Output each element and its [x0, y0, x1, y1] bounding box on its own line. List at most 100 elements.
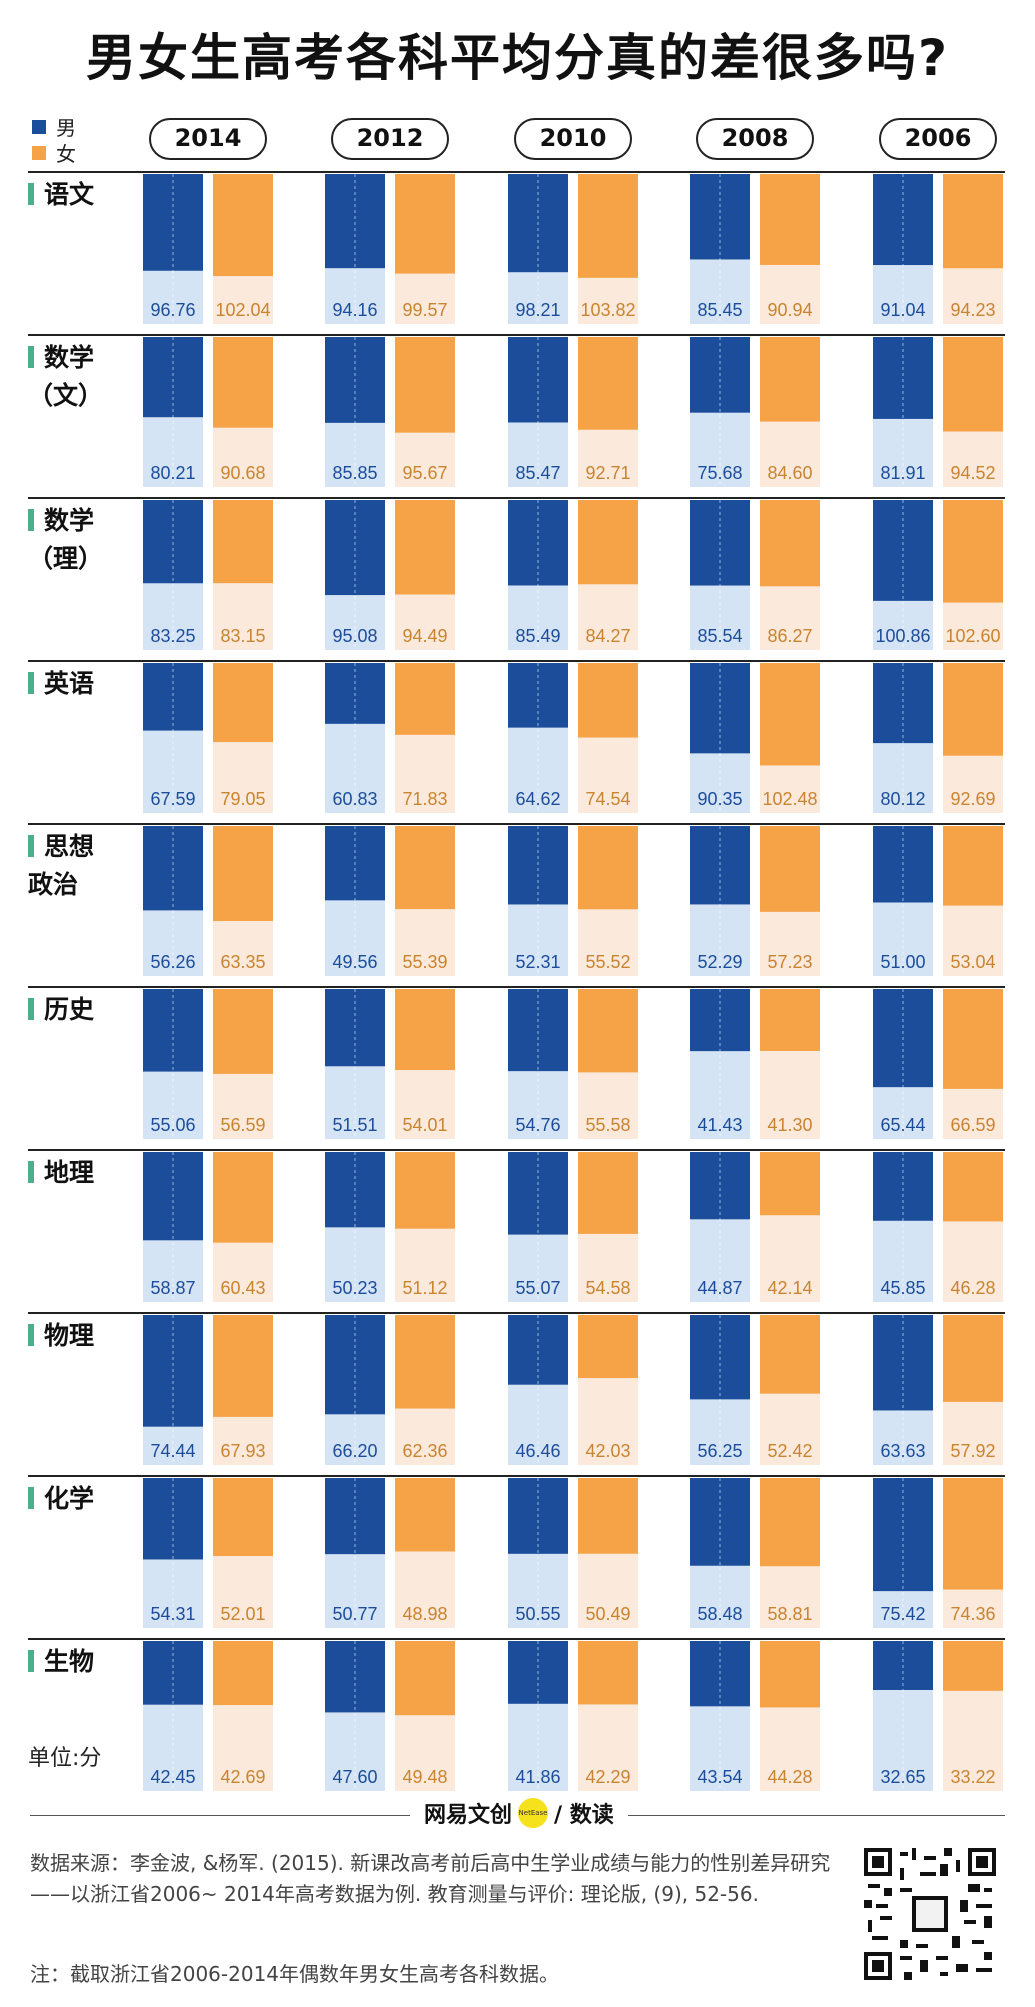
- legend-female: 女: [32, 138, 76, 167]
- female-score-bar: [395, 1641, 455, 1716]
- legend-male: 男: [32, 112, 76, 141]
- subject-marker-icon: [28, 1487, 34, 1509]
- year-header-2010: 2010: [514, 118, 632, 160]
- female-value-label: 84.60: [767, 463, 812, 483]
- female-value-label: 51.12: [402, 1278, 447, 1298]
- subject-label: 化学: [28, 1480, 94, 1518]
- subject-marker-icon: [28, 672, 34, 694]
- male-value-label: 45.85: [880, 1278, 925, 1298]
- data-source-text: 数据来源：李金波, &杨军. (2015). 新课改高考前后高中生学业成绩与能力…: [30, 1851, 831, 1906]
- female-value-label: 102.60: [945, 626, 1000, 646]
- year-header-2014: 2014: [149, 118, 267, 160]
- male-value-label: 74.44: [150, 1441, 195, 1461]
- female-value-label: 56.59: [220, 1115, 265, 1135]
- male-score-bar: [690, 663, 750, 754]
- female-value-label: 55.52: [585, 952, 630, 972]
- female-value-label: 49.48: [402, 1767, 447, 1787]
- male-value-label: 91.04: [880, 300, 925, 320]
- male-value-label: 85.49: [515, 626, 560, 646]
- female-value-label: 92.71: [585, 463, 630, 483]
- subject-name: 物理: [44, 1321, 95, 1350]
- male-value-label: 55.07: [515, 1278, 560, 1298]
- female-value-label: 94.23: [950, 300, 995, 320]
- female-score-bar: [395, 989, 455, 1071]
- female-score-bar: [578, 1478, 638, 1554]
- male-value-label: 90.35: [697, 789, 742, 809]
- subject-marker-icon: [28, 835, 34, 857]
- female-value-label: 57.23: [767, 952, 812, 972]
- subject-label: 语文: [28, 176, 94, 214]
- female-score-bar: [578, 337, 638, 430]
- female-value-label: 102.04: [215, 300, 270, 320]
- female-value-label: 74.54: [585, 789, 630, 809]
- female-value-label: 99.57: [402, 300, 447, 320]
- female-value-label: 63.35: [220, 952, 265, 972]
- male-value-label: 65.44: [880, 1115, 925, 1135]
- female-score-bar: [943, 1478, 1003, 1590]
- female-value-label: 83.15: [220, 626, 265, 646]
- female-score-bar: [760, 989, 820, 1051]
- male-value-label: 96.76: [150, 300, 195, 320]
- male-value-label: 63.63: [880, 1441, 925, 1461]
- female-score-bar: [943, 500, 1003, 603]
- female-score-bar: [578, 989, 638, 1073]
- male-value-label: 43.54: [697, 1767, 742, 1787]
- female-value-label: 67.93: [220, 1441, 265, 1461]
- female-score-bar: [760, 337, 820, 422]
- male-value-label: 83.25: [150, 626, 195, 646]
- male-value-label: 94.16: [332, 300, 377, 320]
- female-score-bar: [760, 1315, 820, 1394]
- male-value-label: 42.45: [150, 1767, 195, 1787]
- female-value-label: 74.36: [950, 1604, 995, 1624]
- female-score-bar: [943, 1641, 1003, 1691]
- female-value-label: 54.01: [402, 1115, 447, 1135]
- male-score-bar: [873, 174, 933, 266]
- male-score-bar: [508, 1315, 568, 1385]
- male-value-label: 95.08: [332, 626, 377, 646]
- subject-marker-icon: [28, 1324, 34, 1346]
- male-value-label: 85.45: [697, 300, 742, 320]
- female-score-bar: [395, 500, 455, 595]
- female-value-label: 48.98: [402, 1604, 447, 1624]
- subject-name: 语文: [44, 180, 95, 209]
- female-score-bar: [760, 663, 820, 766]
- subject-name: 生物: [44, 1647, 95, 1676]
- female-score-bar: [395, 1315, 455, 1409]
- male-score-bar: [143, 663, 203, 731]
- female-value-label: 55.58: [585, 1115, 630, 1135]
- female-score-bar: [760, 1478, 820, 1567]
- male-value-label: 85.47: [515, 463, 560, 483]
- unit-label: 单位:分: [28, 1746, 102, 1771]
- male-value-label: 54.31: [150, 1604, 195, 1624]
- male-value-label: 98.21: [515, 300, 560, 320]
- year-header-2012: 2012: [331, 118, 449, 160]
- female-score-bar: [578, 174, 638, 278]
- female-score-bar: [395, 337, 455, 433]
- male-score-bar: [325, 1641, 385, 1713]
- female-score-bar: [943, 663, 1003, 756]
- female-value-label: 86.27: [767, 626, 812, 646]
- female-value-label: 42.03: [585, 1441, 630, 1461]
- female-score-bar: [943, 826, 1003, 906]
- male-value-label: 55.06: [150, 1115, 195, 1135]
- subject-marker-icon: [28, 346, 34, 368]
- subject-label: 生物: [28, 1643, 94, 1681]
- female-score-bar: [578, 1641, 638, 1705]
- female-value-label: 71.83: [402, 789, 447, 809]
- male-value-label: 41.43: [697, 1115, 742, 1135]
- female-score-bar: [578, 500, 638, 585]
- male-value-label: 67.59: [150, 789, 195, 809]
- female-score-bar: [578, 1315, 638, 1379]
- male-value-label: 81.91: [880, 463, 925, 483]
- female-value-label: 79.05: [220, 789, 265, 809]
- legend-male-swatch: [32, 119, 46, 134]
- female-score-bar: [395, 1478, 455, 1552]
- female-value-label: 42.29: [585, 1767, 630, 1787]
- subject-marker-icon: [28, 183, 34, 205]
- brand-logo: 网易文创 NetEase / 数读: [410, 1797, 628, 1829]
- female-score-bar: [943, 1315, 1003, 1402]
- female-score-bar: [395, 826, 455, 910]
- footnote-text: 注：截取浙江省2006-2014年偶数年男女生高考各科数据。: [30, 1962, 560, 1986]
- female-score-bar: [943, 337, 1003, 432]
- subject-name: 思想 政治: [28, 832, 95, 899]
